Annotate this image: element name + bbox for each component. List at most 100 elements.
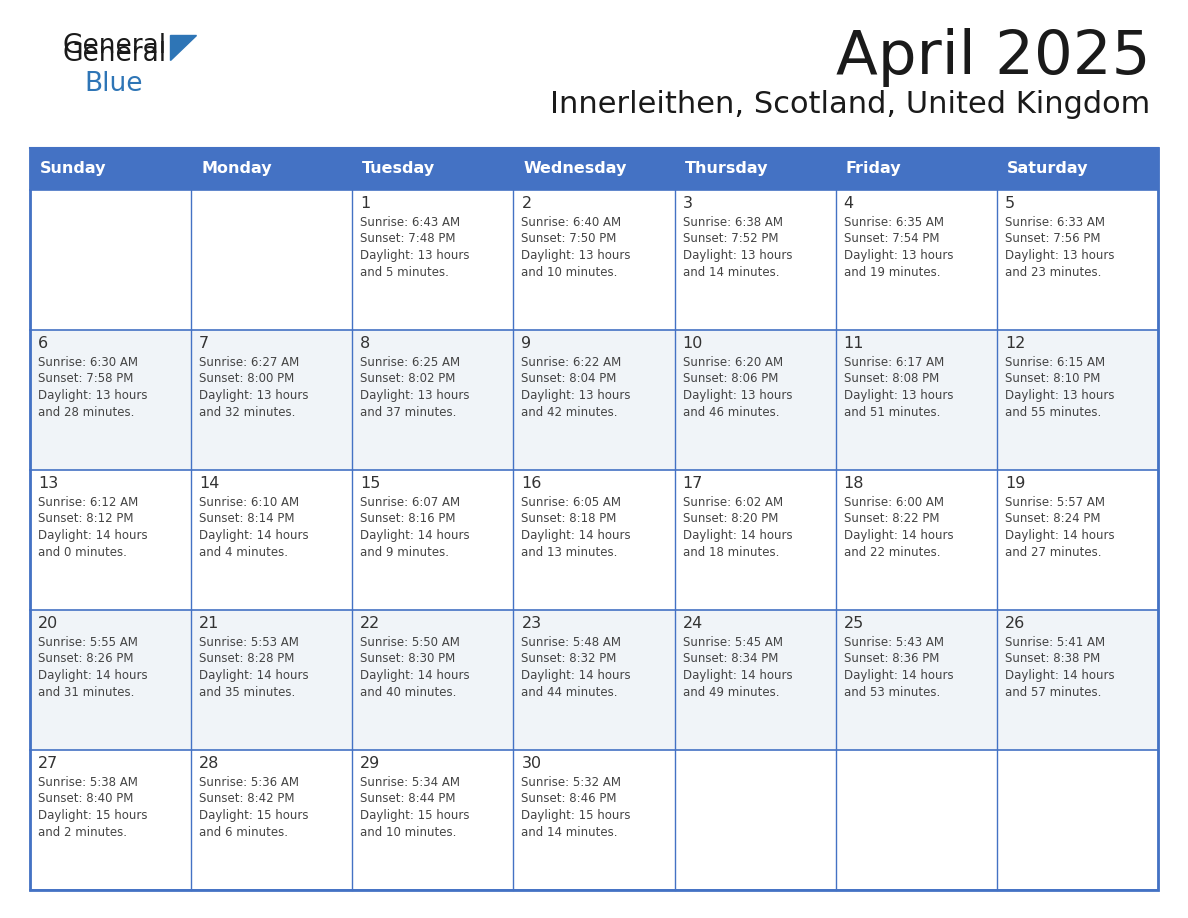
- Text: Sunset: 8:12 PM: Sunset: 8:12 PM: [38, 512, 133, 525]
- Text: and 40 minutes.: and 40 minutes.: [360, 686, 456, 699]
- Text: Daylight: 14 hours: Daylight: 14 hours: [1005, 529, 1114, 542]
- Text: Daylight: 13 hours: Daylight: 13 hours: [843, 389, 953, 402]
- Text: 27: 27: [38, 756, 58, 771]
- Text: Sunset: 8:04 PM: Sunset: 8:04 PM: [522, 373, 617, 386]
- Text: and 49 minutes.: and 49 minutes.: [683, 686, 779, 699]
- Text: Thursday: Thursday: [684, 162, 769, 176]
- Text: Sunrise: 6:43 AM: Sunrise: 6:43 AM: [360, 216, 461, 229]
- Bar: [675, 750, 835, 890]
- Text: Sunrise: 6:27 AM: Sunrise: 6:27 AM: [200, 356, 299, 369]
- Text: Sunset: 8:16 PM: Sunset: 8:16 PM: [360, 512, 456, 525]
- Text: Sunrise: 6:00 AM: Sunrise: 6:00 AM: [843, 496, 943, 509]
- Text: and 4 minutes.: and 4 minutes.: [200, 545, 289, 558]
- Text: Daylight: 14 hours: Daylight: 14 hours: [1005, 669, 1114, 682]
- Text: 26: 26: [1005, 616, 1025, 631]
- Bar: [30, 610, 191, 750]
- Text: Sunrise: 5:32 AM: Sunrise: 5:32 AM: [522, 776, 621, 789]
- Bar: [191, 750, 353, 890]
- Text: Daylight: 13 hours: Daylight: 13 hours: [683, 249, 792, 262]
- Text: and 14 minutes.: and 14 minutes.: [522, 825, 618, 838]
- Text: Sunset: 8:22 PM: Sunset: 8:22 PM: [843, 512, 940, 525]
- Text: Sunset: 8:32 PM: Sunset: 8:32 PM: [522, 653, 617, 666]
- Text: 18: 18: [843, 476, 864, 491]
- Text: 15: 15: [360, 476, 380, 491]
- Text: and 27 minutes.: and 27 minutes.: [1005, 545, 1101, 558]
- Text: Daylight: 15 hours: Daylight: 15 hours: [360, 809, 469, 822]
- Text: Sunset: 8:20 PM: Sunset: 8:20 PM: [683, 512, 778, 525]
- Bar: [191, 610, 353, 750]
- Bar: [835, 190, 997, 330]
- Text: 3: 3: [683, 196, 693, 211]
- Bar: [835, 610, 997, 750]
- Text: Saturday: Saturday: [1007, 162, 1088, 176]
- Bar: [191, 330, 353, 470]
- Text: Daylight: 15 hours: Daylight: 15 hours: [522, 809, 631, 822]
- Text: Daylight: 14 hours: Daylight: 14 hours: [843, 529, 953, 542]
- Bar: [835, 148, 997, 190]
- Text: 11: 11: [843, 336, 864, 351]
- Bar: [513, 330, 675, 470]
- Text: Sunrise: 5:41 AM: Sunrise: 5:41 AM: [1005, 636, 1105, 649]
- Text: Sunset: 7:52 PM: Sunset: 7:52 PM: [683, 232, 778, 245]
- Text: Sunrise: 5:38 AM: Sunrise: 5:38 AM: [38, 776, 138, 789]
- Bar: [513, 470, 675, 610]
- Text: Daylight: 14 hours: Daylight: 14 hours: [683, 669, 792, 682]
- Text: Sunset: 8:08 PM: Sunset: 8:08 PM: [843, 373, 939, 386]
- Text: 16: 16: [522, 476, 542, 491]
- Text: Sunset: 8:10 PM: Sunset: 8:10 PM: [1005, 373, 1100, 386]
- Text: Sunrise: 6:30 AM: Sunrise: 6:30 AM: [38, 356, 138, 369]
- Text: Sunrise: 6:02 AM: Sunrise: 6:02 AM: [683, 496, 783, 509]
- Bar: [30, 148, 191, 190]
- Text: General: General: [62, 33, 166, 59]
- Text: and 35 minutes.: and 35 minutes.: [200, 686, 296, 699]
- Text: and 46 minutes.: and 46 minutes.: [683, 406, 779, 419]
- Text: and 57 minutes.: and 57 minutes.: [1005, 686, 1101, 699]
- Text: Daylight: 14 hours: Daylight: 14 hours: [360, 669, 470, 682]
- Text: Daylight: 13 hours: Daylight: 13 hours: [360, 249, 469, 262]
- Bar: [30, 470, 191, 610]
- Text: Sunrise: 6:25 AM: Sunrise: 6:25 AM: [360, 356, 461, 369]
- Bar: [997, 330, 1158, 470]
- Text: Sunset: 8:42 PM: Sunset: 8:42 PM: [200, 792, 295, 805]
- Bar: [513, 148, 675, 190]
- Text: Daylight: 15 hours: Daylight: 15 hours: [38, 809, 147, 822]
- Bar: [675, 148, 835, 190]
- Bar: [353, 190, 513, 330]
- Text: Daylight: 13 hours: Daylight: 13 hours: [522, 249, 631, 262]
- Text: 22: 22: [360, 616, 380, 631]
- Text: and 0 minutes.: and 0 minutes.: [38, 545, 127, 558]
- Text: 19: 19: [1005, 476, 1025, 491]
- Bar: [675, 470, 835, 610]
- Text: Sunrise: 6:07 AM: Sunrise: 6:07 AM: [360, 496, 461, 509]
- Text: Daylight: 13 hours: Daylight: 13 hours: [38, 389, 147, 402]
- Text: Sunset: 8:24 PM: Sunset: 8:24 PM: [1005, 512, 1100, 525]
- Text: Daylight: 14 hours: Daylight: 14 hours: [360, 529, 470, 542]
- Bar: [30, 148, 1158, 890]
- Text: Friday: Friday: [846, 162, 902, 176]
- Text: and 31 minutes.: and 31 minutes.: [38, 686, 134, 699]
- Bar: [30, 750, 191, 890]
- Text: Sunrise: 5:36 AM: Sunrise: 5:36 AM: [200, 776, 299, 789]
- Text: Sunset: 8:40 PM: Sunset: 8:40 PM: [38, 792, 133, 805]
- Text: and 51 minutes.: and 51 minutes.: [843, 406, 940, 419]
- Text: and 5 minutes.: and 5 minutes.: [360, 265, 449, 278]
- Text: Daylight: 13 hours: Daylight: 13 hours: [360, 389, 469, 402]
- Text: Wednesday: Wednesday: [524, 162, 627, 176]
- Text: 20: 20: [38, 616, 58, 631]
- Bar: [191, 148, 353, 190]
- Text: Monday: Monday: [201, 162, 272, 176]
- Text: Sunset: 7:50 PM: Sunset: 7:50 PM: [522, 232, 617, 245]
- Text: 2: 2: [522, 196, 531, 211]
- Text: 21: 21: [200, 616, 220, 631]
- Text: and 42 minutes.: and 42 minutes.: [522, 406, 618, 419]
- Text: General: General: [62, 41, 166, 67]
- Text: and 14 minutes.: and 14 minutes.: [683, 265, 779, 278]
- Text: Daylight: 14 hours: Daylight: 14 hours: [200, 669, 309, 682]
- Text: Sunset: 7:56 PM: Sunset: 7:56 PM: [1005, 232, 1100, 245]
- Text: Sunrise: 6:38 AM: Sunrise: 6:38 AM: [683, 216, 783, 229]
- Text: 17: 17: [683, 476, 703, 491]
- Bar: [353, 330, 513, 470]
- Text: Sunrise: 6:10 AM: Sunrise: 6:10 AM: [200, 496, 299, 509]
- Bar: [353, 610, 513, 750]
- Text: 10: 10: [683, 336, 703, 351]
